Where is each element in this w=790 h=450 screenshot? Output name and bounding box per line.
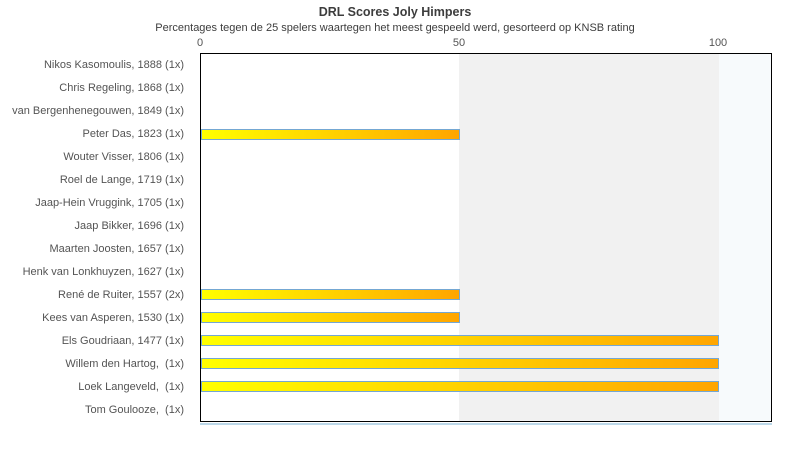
bar-row [201, 123, 771, 146]
player-label: Jaap-Hein Vruggink, 1705 (1x) [35, 197, 184, 210]
player-label: Maarten Joosten, 1657 (1x) [49, 242, 184, 255]
bar-row [201, 100, 771, 123]
band-over-100 [719, 54, 771, 421]
score-bar [201, 128, 460, 140]
score-bar [201, 312, 460, 324]
bar-row [201, 283, 771, 306]
bar-row [201, 192, 771, 215]
player-label: Loek Langeveld, (1x) [78, 380, 184, 393]
bar-row [201, 352, 771, 375]
player-label: Nikos Kasomoulis, 1888 (1x) [43, 59, 184, 72]
bar-rows [201, 54, 771, 421]
x-tick-label: 50 [452, 37, 466, 49]
score-bar [201, 289, 460, 301]
player-label: Els Goudriaan, 1477 (1x) [61, 334, 184, 347]
player-label: René de Ruiter, 1557 (2x) [58, 288, 184, 301]
player-label: Henk van Lonkhuyzen, 1627 (1x) [22, 265, 184, 278]
bar-row [201, 306, 771, 329]
x-axis-ticks: 0 50 100 [196, 37, 770, 51]
bar-row [201, 375, 771, 398]
player-label: Kees van Asperen, 1530 (1x) [42, 311, 184, 324]
bar-row [201, 398, 771, 421]
plot-area [200, 53, 772, 425]
player-label: Wouter Visser, 1806 (1x) [63, 151, 184, 164]
bar-row [201, 146, 771, 169]
bar-row [201, 169, 771, 192]
player-label: Tom Goulooze, (1x) [84, 403, 184, 416]
score-bar [201, 335, 719, 347]
y-axis-labels: Nikos Kasomoulis, 1888 (1x) Chris Regelin… [0, 54, 192, 421]
score-bar [201, 358, 719, 370]
bar-row [201, 329, 771, 352]
player-label: Chris Regeling, 1868 (1x) [59, 82, 184, 95]
score-bar [201, 381, 719, 393]
bar-row [201, 238, 771, 261]
bar-row [201, 77, 771, 100]
player-label: Peter Das, 1823 (1x) [82, 128, 185, 141]
player-label: Willem den Hartog, (1x) [65, 357, 184, 370]
x-tick-label: 0 [196, 37, 204, 49]
chart-subtitle: Percentages tegen de 25 spelers waartege… [155, 22, 635, 34]
player-label: Jaap Bikker, 1696 (1x) [74, 220, 184, 233]
player-label: Roel de Lange, 1719 (1x) [59, 174, 184, 187]
bar-row [201, 215, 771, 238]
player-label: van Bergenhenegouwen, 1849 (1x) [12, 105, 184, 118]
chart-title: DRL Scores Joly Himpers [318, 5, 472, 19]
bar-row [201, 260, 771, 283]
bar-row [201, 54, 771, 77]
x-tick-label: 100 [708, 37, 728, 49]
